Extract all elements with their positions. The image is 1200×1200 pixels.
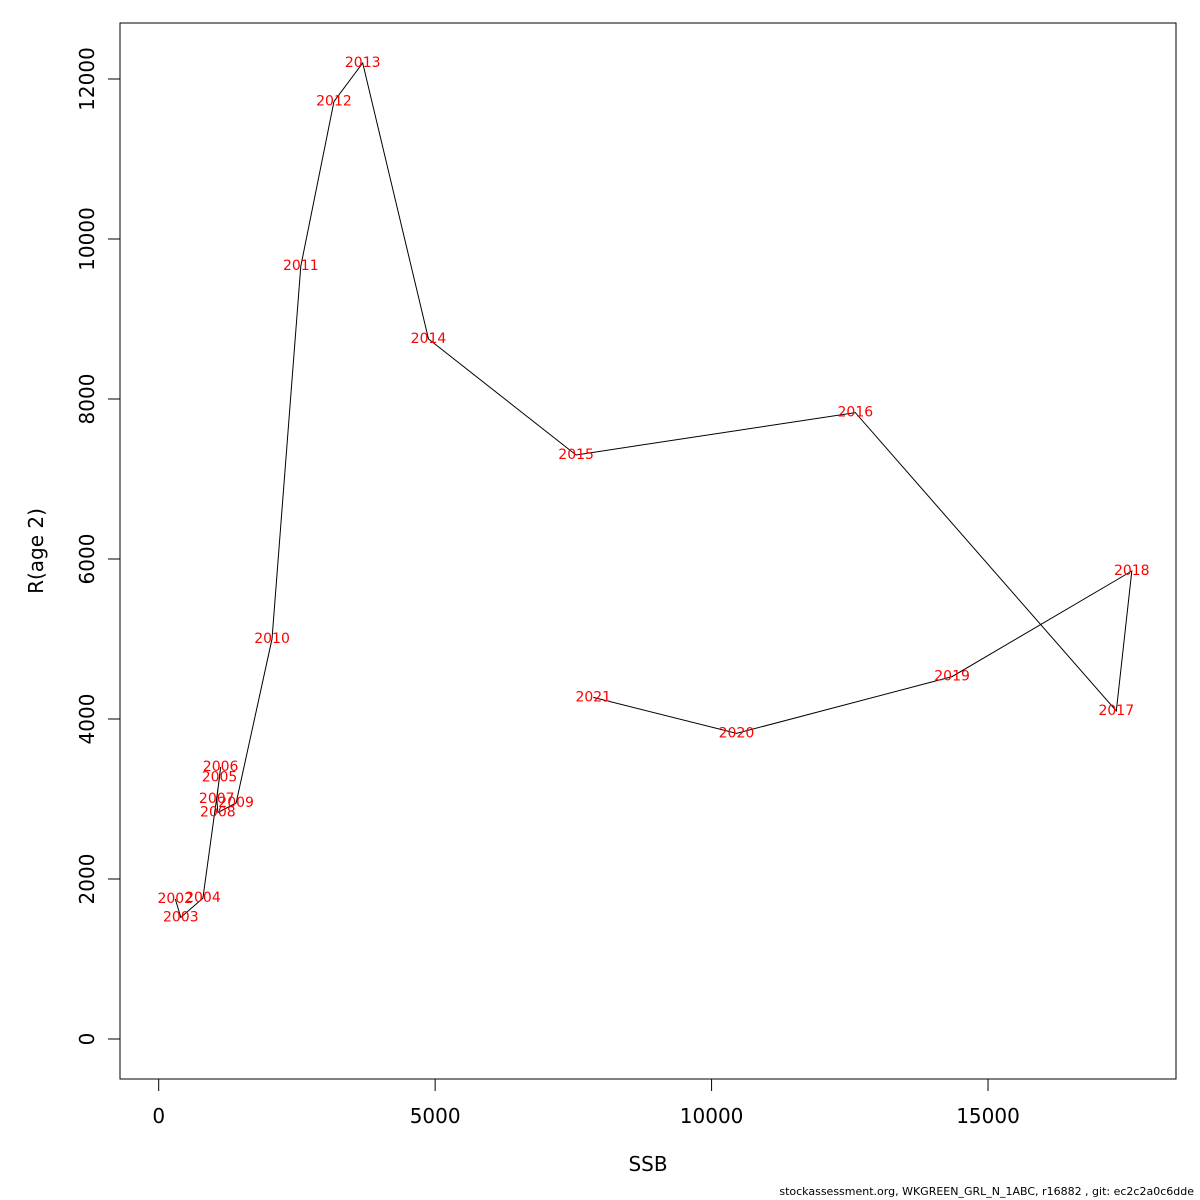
x-tick-label: 5000 (410, 1104, 461, 1128)
y-tick-label: 6000 (75, 534, 99, 585)
y-tick-label: 2000 (75, 854, 99, 905)
footer-credit: stockassessment.org, WKGREEN_GRL_N_1ABC,… (779, 1185, 1194, 1198)
y-tick-label: 0 (75, 1033, 99, 1046)
point-label-2021: 2021 (575, 689, 611, 705)
point-label-2018: 2018 (1114, 563, 1150, 579)
point-label-2013: 2013 (345, 55, 381, 71)
point-label-2014: 2014 (411, 331, 447, 347)
y-tick-label: 8000 (75, 374, 99, 425)
point-label-2008: 2008 (200, 805, 236, 821)
y-tick-label: 12000 (75, 47, 99, 111)
point-label-2020: 2020 (719, 725, 755, 741)
point-label-2017: 2017 (1098, 703, 1134, 719)
point-label-2015: 2015 (558, 447, 594, 463)
point-label-2006: 2006 (203, 759, 239, 775)
point-label-2007: 2007 (199, 791, 235, 807)
x-tick-label: 15000 (956, 1104, 1020, 1128)
point-label-2011: 2011 (283, 258, 319, 274)
y-axis-title: R(age 2) (24, 508, 48, 594)
y-axis: 0 2000 4000 6000 8000 10000 12000 (75, 47, 121, 1046)
point-label-2019: 2019 (934, 669, 970, 685)
point-label-2010: 2010 (254, 631, 290, 647)
series-line (174, 61, 1133, 919)
point-label-2009: 2009 (218, 795, 254, 811)
point-label-2005: 2005 (202, 769, 238, 785)
x-tick-label: 10000 (680, 1104, 744, 1128)
point-label-2002: 2002 (157, 891, 193, 907)
x-tick-label: 0 (152, 1104, 165, 1128)
x-axis-title: SSB (628, 1152, 667, 1176)
point-label-2016: 2016 (838, 405, 874, 421)
y-tick-label: 4000 (75, 694, 99, 745)
point-label-2004: 2004 (185, 890, 221, 906)
x-axis: 0 5000 10000 15000 (152, 1078, 1020, 1128)
point-label-2003: 2003 (163, 909, 199, 925)
y-tick-label: 10000 (75, 207, 99, 271)
point-label-2012: 2012 (316, 93, 352, 109)
